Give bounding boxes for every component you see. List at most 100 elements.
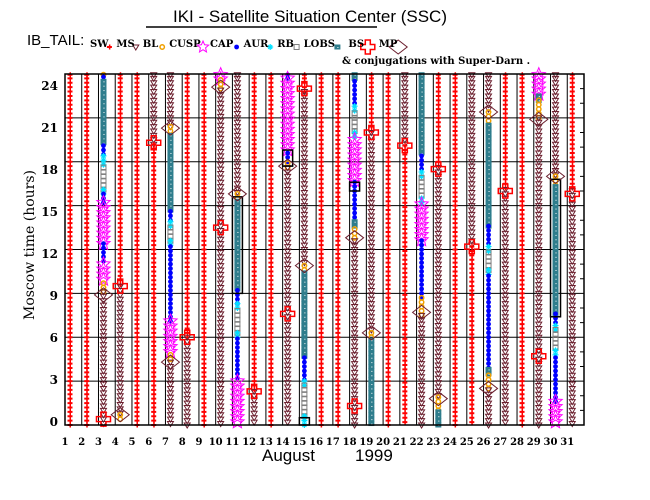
- mark-sw: [469, 384, 475, 390]
- chart-title: IKI - Satellite Situation Center (SSC): [172, 7, 447, 26]
- mark-cap: [486, 228, 491, 233]
- legend-symbol-bl-icon: [159, 44, 166, 50]
- mark-cap: [168, 292, 173, 298]
- mark-sw: [134, 255, 140, 261]
- mark-sw: [67, 361, 73, 367]
- mark-ms: [367, 191, 376, 198]
- mark-cap: [168, 213, 173, 219]
- mark-ms: [216, 144, 225, 152]
- mark-lobs: [368, 416, 375, 422]
- mark-ms: [99, 306, 108, 314]
- mark-cap: [553, 368, 558, 374]
- mark-ms: [568, 245, 577, 253]
- mark-lobs: [167, 198, 174, 204]
- mark-sw: [402, 274, 408, 280]
- mark-bl: [167, 356, 174, 363]
- mark-ms: [300, 102, 309, 109]
- mark-ms: [216, 333, 225, 340]
- crossing-bs: [531, 348, 547, 365]
- mark-ms: [283, 375, 292, 383]
- mark-sw: [402, 200, 408, 206]
- mark-ms: [283, 195, 292, 203]
- mark-sw: [251, 268, 257, 274]
- mark-sw: [435, 146, 441, 152]
- mark-sw: [402, 230, 408, 236]
- mark-ms: [216, 359, 225, 367]
- mark-sw: [452, 295, 458, 301]
- mark-sw: [151, 339, 157, 345]
- mark-sw: [385, 264, 391, 270]
- mark-sw: [151, 273, 157, 279]
- mark-ms: [350, 334, 359, 342]
- mark-sw: [251, 89, 257, 95]
- mark-ms: [283, 252, 292, 260]
- mark-ms: [434, 371, 443, 378]
- mark-cap: [352, 192, 358, 198]
- mark-ms: [233, 146, 242, 153]
- mark-sw: [268, 189, 274, 195]
- mark-ms: [116, 358, 125, 365]
- mark-sw: [201, 352, 207, 358]
- x-tick-label: 19: [359, 437, 374, 448]
- mark-sw: [268, 251, 274, 257]
- mark-aur: [552, 347, 559, 354]
- mark-sw: [502, 84, 508, 90]
- mark-sw: [268, 89, 274, 95]
- mark-ms: [501, 213, 510, 220]
- mark-sw: [251, 128, 257, 134]
- mark-ms: [283, 261, 292, 269]
- mark-sw: [368, 119, 374, 125]
- mark-sw: [134, 325, 140, 331]
- mark-ms: [216, 170, 225, 178]
- mark-ms: [568, 407, 577, 415]
- mark-sw: [201, 308, 207, 314]
- mark-sw: [385, 391, 391, 397]
- mark-sw: [251, 80, 257, 86]
- mark-ms: [300, 141, 309, 149]
- mark-sw: [402, 419, 408, 425]
- mark-sw: [251, 203, 257, 209]
- mark-lobs: [167, 159, 174, 165]
- mark-sw: [385, 343, 391, 349]
- mark-sw: [134, 378, 140, 384]
- mark-sw: [84, 400, 90, 406]
- mark-sw: [117, 84, 123, 90]
- mark-sw: [251, 286, 257, 292]
- mark-aur: [485, 266, 492, 273]
- mark-lobs: [552, 197, 559, 203]
- mark-sw: [117, 93, 123, 99]
- mark-ms: [367, 130, 376, 137]
- mark-ms: [501, 393, 510, 400]
- mark-sw: [519, 286, 525, 292]
- mark-ms: [417, 387, 426, 394]
- mark-ms: [250, 388, 259, 396]
- mark-sw: [117, 97, 123, 103]
- mark-sw: [268, 154, 274, 160]
- mark-sw: [519, 404, 525, 410]
- mark-sw: [318, 146, 324, 152]
- mark-ms: [434, 301, 443, 308]
- mark-sw: [84, 229, 90, 235]
- mark-sw: [469, 301, 475, 307]
- mark-lobs: [167, 203, 174, 209]
- mark-sw: [251, 216, 257, 222]
- mark-sw: [335, 137, 341, 143]
- mark-ms: [233, 93, 242, 100]
- mark-ms: [367, 208, 376, 216]
- mark-sw: [385, 404, 391, 410]
- mark-ms: [417, 409, 426, 416]
- mark-sw: [134, 194, 140, 200]
- mark-ms: [467, 132, 476, 140]
- mark-ms: [116, 327, 125, 334]
- mark-sw: [67, 356, 73, 362]
- mark-ms: [183, 409, 192, 416]
- mark-ms: [434, 252, 443, 260]
- mark-ms: [367, 226, 376, 233]
- mark-sw: [268, 334, 274, 340]
- mark-sw: [268, 369, 274, 375]
- mark-sw: [151, 172, 157, 178]
- mark-rb: [301, 382, 308, 389]
- mark-sw: [268, 312, 274, 318]
- mark-sw: [452, 84, 458, 90]
- mark-sw: [134, 159, 140, 165]
